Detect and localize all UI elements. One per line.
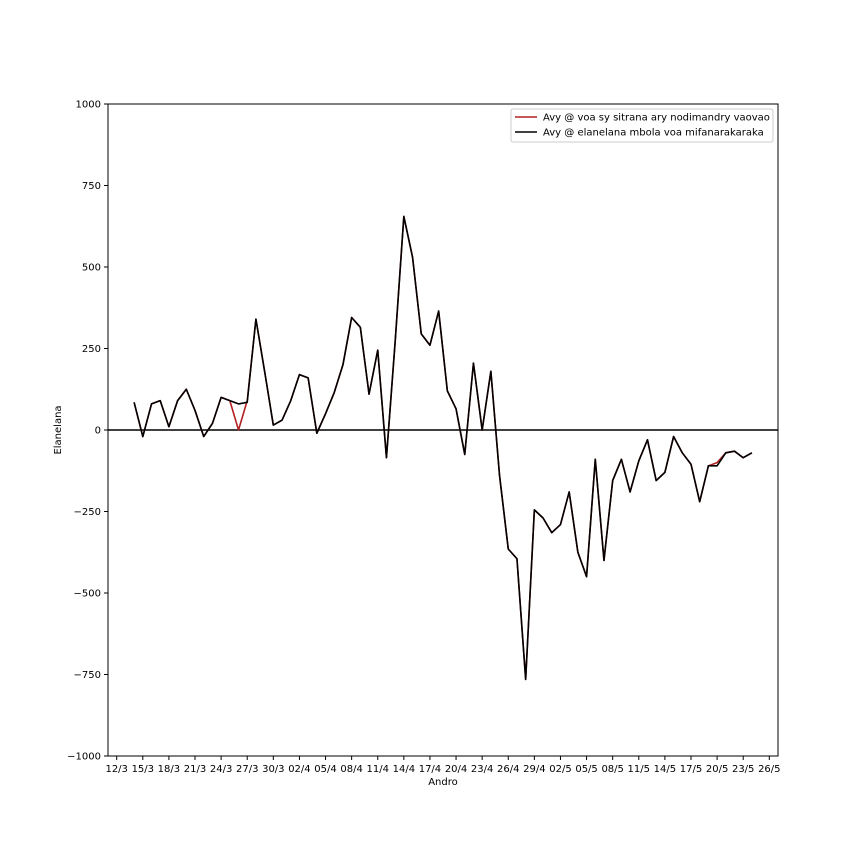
y-tick-label: −1000: [67, 752, 101, 763]
x-tick-label: 23/5: [732, 764, 754, 775]
legend-entry: Avy @ elanelana mbola voa mifanarakaraka: [543, 128, 764, 139]
x-axis-title: Andro: [428, 777, 458, 788]
x-tick-label: 14/5: [654, 764, 676, 775]
x-axis: 12/3 15/3 18/3 21/3 24/3 27/3 30/3 02/4 05/4 08/4…: [105, 756, 781, 775]
legend-box: [510, 108, 774, 143]
series-line-2: [133, 215, 753, 681]
x-tick-label: 02/5: [549, 764, 571, 775]
x-tick-label: 26/4: [497, 764, 519, 775]
y-axis: −1000 −750 −500 −250 0 250 500 750 1000: [67, 100, 108, 763]
x-tick-label: 08/4: [340, 764, 362, 775]
legend: Avy @ voa sy sitrana ary nodimandry vaov…: [510, 108, 774, 143]
x-tick-label: 21/3: [184, 764, 206, 775]
x-tick-label: 17/5: [680, 764, 702, 775]
y-tick-label: 0: [95, 426, 101, 437]
y-tick-label: −500: [74, 589, 101, 600]
x-tick-label: 23/4: [471, 764, 493, 775]
x-tick-label: 15/3: [132, 764, 154, 775]
x-tick-label: 30/3: [262, 764, 284, 775]
x-tick-label: 08/5: [601, 764, 623, 775]
x-tick-label: 17/4: [419, 764, 441, 775]
y-tick-label: −250: [74, 507, 101, 518]
x-tick-label: 11/4: [367, 764, 389, 775]
y-tick-label: −750: [74, 670, 101, 681]
x-tick-label: 05/5: [575, 764, 597, 775]
x-tick-label: 24/3: [210, 764, 232, 775]
y-axis-title: Elanelana: [53, 405, 64, 454]
x-tick-label: 29/4: [523, 764, 545, 775]
y-tick-label: 1000: [76, 100, 101, 111]
y-tick-label: 750: [82, 181, 101, 192]
y-tick-label: 250: [82, 344, 101, 355]
x-tick-label: 14/4: [393, 764, 415, 775]
x-tick-label: 12/3: [105, 764, 127, 775]
x-tick-label: 02/4: [288, 764, 310, 775]
y-tick-label: 500: [82, 263, 101, 274]
x-tick-label: 26/5: [758, 764, 780, 775]
plot-area: [108, 215, 778, 681]
x-tick-label: 20/5: [706, 764, 728, 775]
legend-entry: Avy @ voa sy sitrana ary nodimandry vaov…: [543, 113, 770, 124]
series-line-1: [133, 215, 753, 681]
x-tick-label: 18/3: [158, 764, 180, 775]
x-tick-label: 05/4: [314, 764, 336, 775]
x-tick-label: 27/3: [236, 764, 258, 775]
x-tick-label: 20/4: [445, 764, 467, 775]
x-tick-label: 11/5: [628, 764, 650, 775]
